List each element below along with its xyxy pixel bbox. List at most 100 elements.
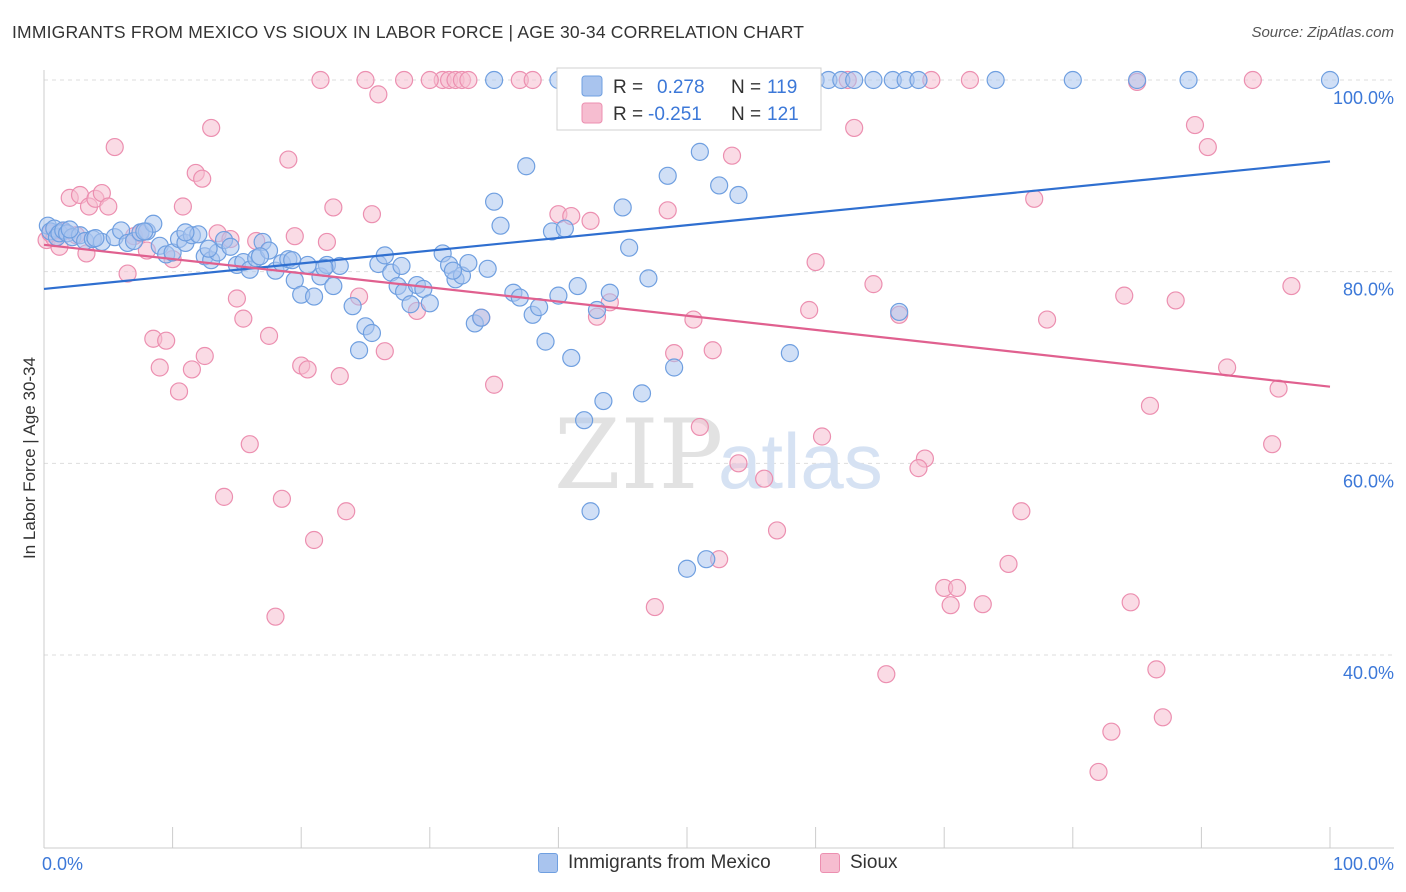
sioux-point-98 — [1037, 310, 1057, 329]
sioux-point-32 — [227, 289, 246, 308]
sioux-point-110 — [1218, 358, 1237, 377]
mexico-point-94 — [690, 142, 709, 161]
sioux-point-97 — [1025, 189, 1044, 208]
legend-item-mexico[interactable]: Immigrants from Mexico — [538, 852, 771, 874]
mexico-point-93 — [677, 559, 697, 578]
sioux-point-33 — [234, 309, 253, 328]
mexico-point-84 — [587, 300, 607, 320]
sioux-point-94 — [973, 595, 992, 614]
mexico-point-92 — [665, 358, 684, 377]
mexico-point-125 — [283, 251, 302, 270]
sioux-point-102 — [1121, 593, 1140, 612]
stats-r-label-blue: R = — [613, 77, 643, 98]
sioux-point-26 — [195, 346, 214, 366]
sioux-point-104 — [1140, 396, 1160, 415]
mexico-point-80 — [562, 348, 581, 368]
sioux-point-70 — [645, 597, 664, 617]
mexico-point-65 — [459, 253, 478, 273]
mexico-point-108 — [1127, 70, 1147, 90]
sioux-point-115 — [812, 427, 832, 446]
legend-label-sioux: Sioux — [850, 852, 898, 873]
sioux-point-107 — [1166, 291, 1185, 310]
stats-r-label-pink: R = — [613, 104, 643, 125]
stats-legend: R = 0.278 N = 119 R = -0.251 N = 121 — [556, 67, 822, 131]
mexico-point-124 — [250, 247, 270, 266]
mexico-point-95 — [697, 550, 716, 569]
sioux-point-77 — [722, 146, 742, 165]
mexico-point-90 — [639, 269, 658, 288]
mexico-point-48 — [343, 297, 362, 316]
sioux-point-51 — [362, 205, 382, 224]
mexico-point-109 — [1179, 70, 1198, 90]
mexico-point-79 — [555, 219, 574, 238]
sioux-point-111 — [1243, 70, 1262, 90]
y-tick-label-100: 100.0% — [1333, 88, 1394, 108]
sioux-point-75 — [703, 341, 722, 360]
mexico-point-51 — [362, 323, 382, 343]
mexico-point-91 — [658, 166, 677, 185]
mexico-point-88 — [620, 238, 639, 257]
chart-title: IMMIGRANTS FROM MEXICO VS SIOUX IN LABOR… — [12, 22, 805, 42]
sioux-point-109 — [1198, 137, 1217, 157]
sioux-point-54 — [394, 70, 414, 90]
sioux-point-12 — [99, 197, 118, 216]
sioux-point-53 — [375, 342, 394, 361]
mexico-point-112 — [485, 70, 504, 90]
stats-r-value-pink: -0.251 — [648, 104, 702, 125]
mexico-point-70 — [491, 216, 510, 235]
mexico-point-120 — [60, 220, 79, 239]
sioux-point-86 — [877, 665, 896, 684]
sioux-point-38 — [272, 489, 292, 508]
stats-n-value-pink: 121 — [767, 104, 799, 125]
mexico-point-69 — [485, 192, 504, 211]
sioux-point-85 — [864, 275, 883, 294]
sioux-point-108 — [1185, 115, 1205, 135]
mexico-point-122 — [135, 222, 154, 241]
sioux-point-95 — [999, 554, 1018, 574]
sioux-point-23 — [173, 197, 192, 216]
source-label: Source: ZipAtlas.com — [1251, 24, 1394, 41]
sioux-point-105 — [1147, 660, 1166, 679]
x-tick-label-min: 0.0% — [42, 854, 83, 874]
mexico-point-123 — [199, 239, 218, 258]
mexico-point-81 — [568, 276, 587, 296]
sioux-point-78 — [729, 454, 748, 473]
mexico-point-60 — [420, 294, 439, 313]
sioux-point-82 — [800, 300, 819, 320]
mexico-point-116 — [864, 70, 883, 90]
sioux-point-14 — [118, 264, 137, 283]
mexico-point-49 — [349, 341, 369, 360]
sioux-point-39 — [279, 150, 298, 169]
sioux-point-93 — [947, 578, 967, 598]
x-ticks — [43, 827, 1331, 848]
sioux-point-50 — [356, 70, 375, 90]
axes — [43, 70, 1394, 849]
mexico-point-30 — [221, 237, 240, 256]
mexico-point-127 — [392, 256, 411, 276]
sioux-point-37 — [266, 607, 285, 626]
stats-n-label-blue: N = — [731, 77, 761, 98]
sioux-point-22 — [169, 382, 189, 401]
sioux-point-106 — [1153, 708, 1172, 727]
mexico-point-82 — [575, 411, 594, 430]
sioux-point-43 — [304, 530, 324, 550]
mexico-point-105 — [909, 70, 928, 90]
mexico-point-98 — [729, 185, 748, 205]
sioux-point-60 — [459, 70, 478, 90]
x-tick-label-max: 100.0% — [1333, 854, 1394, 874]
sioux-point-34 — [240, 435, 259, 454]
sioux-point-89 — [909, 459, 928, 478]
mexico-point-121 — [86, 229, 105, 248]
mexico-point-106 — [986, 70, 1005, 90]
sioux-point-24 — [182, 360, 201, 379]
sioux-point-36 — [259, 326, 279, 345]
sioux-trendline — [43, 243, 1331, 388]
stats-legend-swatch-pink — [581, 102, 603, 124]
sioux-point-117 — [523, 70, 542, 90]
mexico-point-110 — [1320, 70, 1340, 90]
mexico-point-115 — [845, 70, 864, 90]
mexico-point-67 — [472, 308, 491, 327]
legend-item-sioux[interactable]: Sioux — [820, 852, 898, 874]
sioux-point-74 — [690, 417, 709, 437]
